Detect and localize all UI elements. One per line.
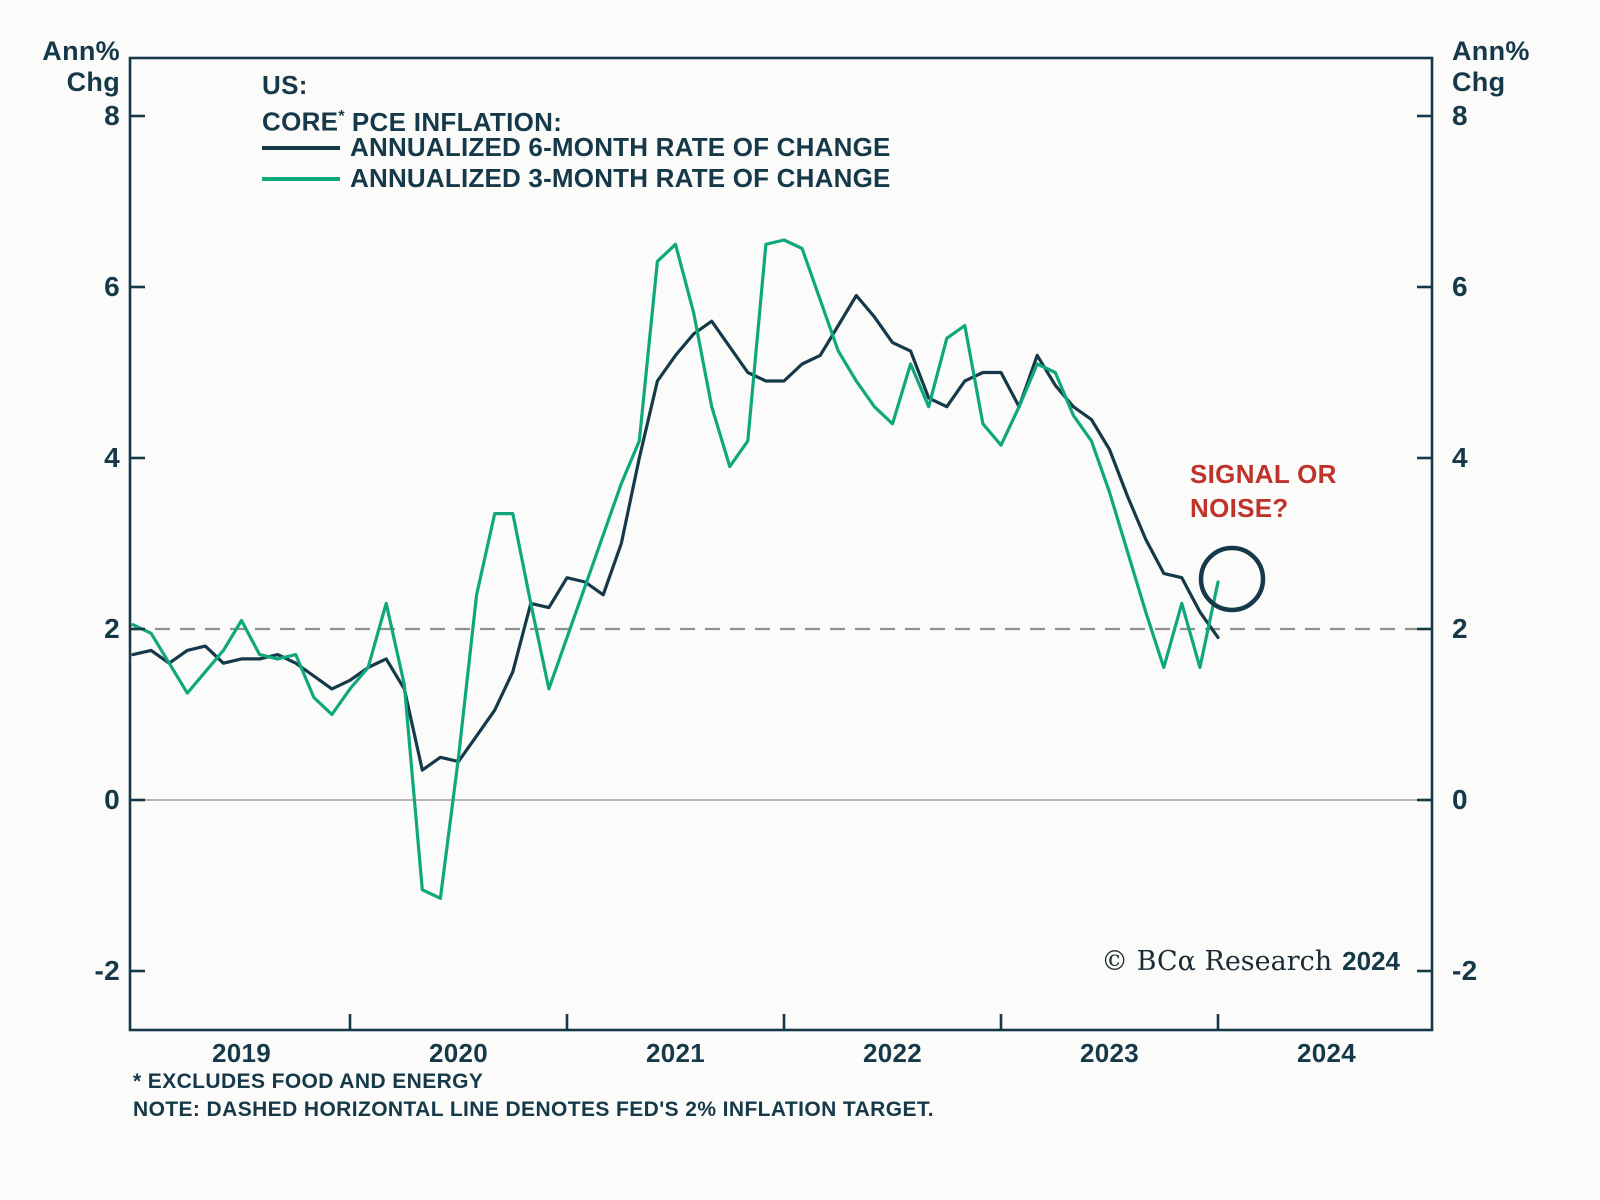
- signal-or-noise-annotation: SIGNAL OR NOISE?: [1190, 459, 1337, 523]
- y-axis-unit-top-left: Ann% Chg: [0, 36, 120, 99]
- copyright-year: 2024: [1342, 946, 1400, 976]
- x-axis-year-2019: 2019: [211, 1038, 272, 1068]
- y-axis-unit-right-line1: Ann%: [1452, 36, 1530, 66]
- x-axis-year-2020: 2020: [428, 1038, 489, 1068]
- x-axis-year-2021: 2021: [645, 1038, 706, 1068]
- y-axis-label-left-8: 8: [104, 100, 120, 131]
- y-axis-label-right-4: 4: [1452, 442, 1468, 473]
- x-axis-year-2023: 2023: [1079, 1038, 1140, 1068]
- three-month-line-swatch: [262, 176, 340, 181]
- legend-row-3-month: ANNUALIZED 3-MONTH RATE OF CHANGE: [262, 163, 891, 194]
- legend-core-text: CORE: [262, 106, 339, 137]
- signal-or-noise-circle: [1198, 545, 1266, 613]
- y-axis-label-left-6: 6: [104, 271, 120, 302]
- y-axis-label-left-0: 0: [104, 784, 120, 815]
- y-axis-label-right-2: 2: [1452, 613, 1468, 644]
- copyright-text: © BCα Research: [1101, 946, 1333, 977]
- three-month-rate-line: [131, 238, 1220, 900]
- y-axis-unit-right-line2: Chg: [1452, 67, 1506, 98]
- y-axis-label-left--2: -2: [94, 955, 120, 986]
- footnote-target-note: NOTE: DASHED HORIZONTAL LINE DENOTES FED…: [133, 1098, 934, 1121]
- six-month-rate-line: [131, 293, 1220, 772]
- y-axis-label-left-4: 4: [104, 442, 120, 473]
- y-axis-label-right-8: 8: [1452, 100, 1468, 131]
- y-axis-unit-left-line2: Chg: [66, 67, 120, 98]
- three-month-series-label: ANNUALIZED 3-MONTH RATE OF CHANGE: [350, 163, 891, 193]
- core-footnote-asterisk: *: [338, 107, 345, 125]
- legend: US: CORE* PCE INFLATION: ANNUALIZED 6-MON…: [262, 70, 891, 194]
- y-axis-label-right-0: 0: [1452, 784, 1468, 815]
- plot-frame: [128, 56, 1434, 1032]
- legend-title-region: US:: [262, 70, 308, 100]
- y-axis-unit-left-line1: Ann%: [42, 36, 120, 66]
- six-month-series-label: ANNUALIZED 6-MONTH RATE OF CHANGE: [350, 132, 891, 162]
- footnote-excludes: * EXCLUDES FOOD AND ENERGY: [133, 1070, 484, 1093]
- legend-title-indicator: CORE* PCE INFLATION:: [262, 101, 891, 137]
- x-axis-year-2024: 2024: [1296, 1038, 1357, 1068]
- y-axis-unit-top-right: Ann% Chg: [1452, 36, 1572, 99]
- six-month-line-swatch: [262, 145, 340, 150]
- legend-row-6-month: ANNUALIZED 6-MONTH RATE OF CHANGE: [262, 132, 891, 163]
- y-axis-label-right--2: -2: [1452, 955, 1478, 986]
- y-axis-label-left-2: 2: [104, 613, 120, 644]
- branding: © BCα Research 2024: [1000, 946, 1400, 977]
- legend-pce-text: PCE INFLATION:: [351, 106, 563, 137]
- y-axis-label-right-6: 6: [1452, 271, 1468, 302]
- x-axis-year-2022: 2022: [862, 1038, 923, 1068]
